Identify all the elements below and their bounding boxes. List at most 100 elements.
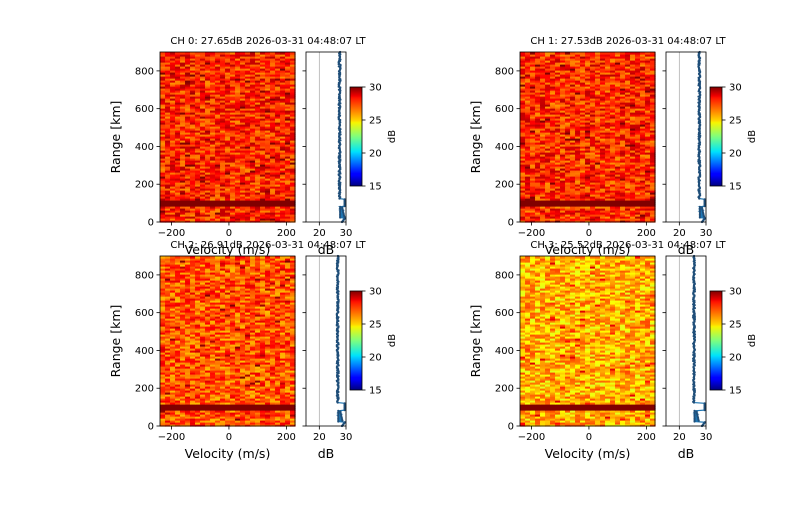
heatmap-cell bbox=[575, 106, 581, 109]
heatmap-cell bbox=[265, 52, 271, 55]
heatmap-cell bbox=[165, 202, 171, 205]
heatmap-cell bbox=[215, 74, 221, 77]
heatmap-cell bbox=[570, 68, 576, 71]
heatmap-cell bbox=[205, 156, 211, 159]
heatmap-cell bbox=[285, 56, 291, 59]
heatmap-cell bbox=[610, 130, 616, 133]
heatmap-cell bbox=[590, 200, 596, 203]
heatmap-cell bbox=[240, 82, 246, 85]
heatmap-cell bbox=[555, 58, 561, 61]
heatmap-cell bbox=[260, 86, 266, 89]
heatmap-cell bbox=[650, 96, 656, 99]
heatmap-cell bbox=[215, 76, 221, 79]
heatmap-cell bbox=[610, 182, 616, 185]
heatmap-cell bbox=[190, 120, 196, 123]
heatmap-cell bbox=[180, 54, 186, 57]
heatmap-cell bbox=[215, 214, 221, 217]
heatmap-cell bbox=[240, 64, 246, 67]
heatmap-cell bbox=[285, 208, 291, 211]
heatmap-cell bbox=[625, 176, 631, 179]
heatmap-cell bbox=[645, 176, 651, 179]
heatmap-cell bbox=[225, 76, 231, 79]
heatmap-cell bbox=[645, 94, 651, 97]
heatmap-cell bbox=[590, 122, 596, 125]
heatmap-cell bbox=[290, 70, 296, 73]
heatmap-cell bbox=[640, 114, 646, 117]
heatmap-cell bbox=[535, 68, 541, 71]
heatmap-cell bbox=[565, 98, 571, 101]
heatmap-cell bbox=[605, 148, 611, 151]
heatmap-cell bbox=[260, 176, 266, 179]
heatmap-cell bbox=[265, 122, 271, 125]
heatmap-cell bbox=[520, 168, 526, 171]
heatmap-cell bbox=[220, 150, 226, 153]
heatmap-cell bbox=[175, 82, 181, 85]
heatmap-cell bbox=[270, 124, 276, 127]
heatmap-cell bbox=[610, 200, 616, 203]
heatmap-cell bbox=[195, 192, 201, 195]
heatmap-cell bbox=[600, 72, 606, 75]
heatmap-cell bbox=[645, 88, 651, 91]
heatmap-cell bbox=[520, 108, 526, 111]
heatmap-cell bbox=[240, 150, 246, 153]
heatmap-cell bbox=[215, 144, 221, 147]
heatmap-cell bbox=[640, 82, 646, 85]
heatmap-cell bbox=[625, 72, 631, 75]
heatmap-cell bbox=[220, 86, 226, 89]
heatmap-cell bbox=[580, 142, 586, 145]
heatmap-cell bbox=[195, 194, 201, 197]
heatmap-cell bbox=[175, 54, 181, 57]
heatmap-cell bbox=[545, 166, 551, 169]
heatmap-cell bbox=[545, 154, 551, 157]
heatmap-cell bbox=[210, 70, 216, 73]
heatmap-cell bbox=[635, 168, 641, 171]
heatmap-cell bbox=[170, 118, 176, 121]
heatmap-cell bbox=[210, 116, 216, 119]
heatmap-cell bbox=[520, 96, 526, 99]
heatmap-cell bbox=[615, 134, 621, 137]
heatmap-cell bbox=[520, 204, 526, 207]
heatmap-cell bbox=[605, 68, 611, 71]
heatmap-cell bbox=[180, 150, 186, 153]
heatmap-cell bbox=[290, 154, 296, 157]
heatmap-cell bbox=[265, 66, 271, 69]
heatmap-cell bbox=[585, 216, 591, 219]
heatmap-cell bbox=[635, 176, 641, 179]
heatmap-cell bbox=[200, 198, 206, 201]
heatmap-cell bbox=[160, 138, 166, 141]
heatmap-cell bbox=[530, 80, 536, 83]
heatmap-cell bbox=[170, 210, 176, 213]
heatmap-cell bbox=[220, 134, 226, 137]
heatmap-cell bbox=[615, 172, 621, 175]
heatmap-cell bbox=[570, 164, 576, 167]
heatmap-cell bbox=[190, 76, 196, 79]
heatmap-cell bbox=[185, 190, 191, 193]
heatmap-cell bbox=[165, 164, 171, 167]
heatmap-cell bbox=[220, 104, 226, 107]
heatmap-cell bbox=[570, 108, 576, 111]
heatmap-cell bbox=[240, 136, 246, 139]
heatmap-cell bbox=[250, 148, 256, 151]
heatmap-cell bbox=[290, 94, 296, 97]
heatmap-cell bbox=[650, 98, 656, 101]
heatmap-cell bbox=[220, 186, 226, 189]
heatmap-cell bbox=[230, 192, 236, 195]
heatmap-cell bbox=[585, 188, 591, 191]
heatmap-cell bbox=[610, 56, 616, 59]
heatmap-cell bbox=[225, 70, 231, 73]
heatmap-cell bbox=[605, 142, 611, 145]
heatmap-cell bbox=[615, 92, 621, 95]
heatmap-cell bbox=[525, 68, 531, 71]
heatmap-cell bbox=[230, 110, 236, 113]
heatmap-cell bbox=[270, 100, 276, 103]
heatmap-cell bbox=[635, 184, 641, 187]
heatmap-cell bbox=[560, 130, 566, 133]
heatmap-cell bbox=[520, 194, 526, 197]
heatmap-cell bbox=[575, 64, 581, 67]
heatmap-cell bbox=[650, 88, 656, 91]
heatmap-cell bbox=[290, 92, 296, 95]
heatmap-cell bbox=[645, 190, 651, 193]
heatmap-cell bbox=[550, 68, 556, 71]
heatmap-cell bbox=[605, 194, 611, 197]
heatmap-cell bbox=[270, 146, 276, 149]
